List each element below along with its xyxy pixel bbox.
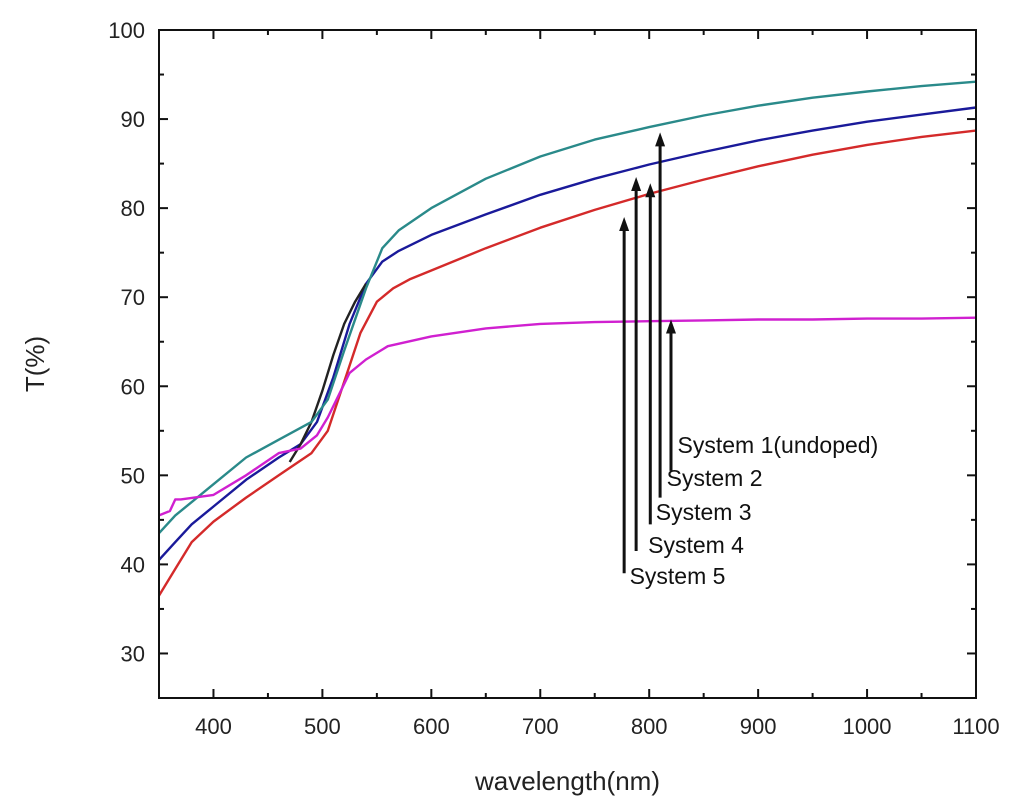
x-tick-label: 700 [522,714,559,739]
annotation-arrow-head [631,176,642,191]
x-tick-label: 600 [413,714,450,739]
annotation-arrow-head [645,183,656,198]
x-tick-label: 1100 [952,714,999,739]
annotation-arrow-head [619,217,630,232]
x-tick-label: 400 [195,714,232,739]
annotation-label: System 4 [648,532,744,558]
y-tick-label: 60 [121,374,145,399]
x-tick-label: 800 [631,714,668,739]
y-tick-label: 80 [121,196,145,221]
y-tick-label: 70 [121,285,145,310]
annotation-label: System 3 [656,499,752,525]
y-tick-label: 30 [121,641,145,666]
annotation-label: System 2 [667,465,763,491]
y-tick-label: 90 [121,107,145,132]
annotation-label: System 1(undoped) [678,432,879,458]
x-tick-label: 500 [304,714,341,739]
y-tick-label: 100 [108,18,145,43]
series-line-3 [288,283,368,463]
series-line-1 [157,129,977,597]
x-tick-label: 1000 [843,714,892,739]
annotation-label: System 5 [630,563,726,589]
series-layer [157,80,977,597]
x-axis-label: wavelength(nm) [474,766,660,796]
y-tick-label: 40 [121,552,145,577]
x-tick-label: 900 [740,714,777,739]
annotation-layer: System 1(undoped) System 2 System 3 System … [619,132,878,589]
series-line-4 [158,80,977,535]
tick-layer: 400 500 600 700 800 900 1000 1100 30 40 50 60 70 80 90… [108,18,999,739]
series-line-2 [158,106,977,561]
y-axis-label: T(%) [20,336,50,392]
plot-frame [158,29,977,699]
annotation-arrow-head [665,319,676,334]
series-line-5 [158,316,977,517]
annotation-arrow-head [655,132,666,147]
y-tick-label: 50 [121,463,145,488]
